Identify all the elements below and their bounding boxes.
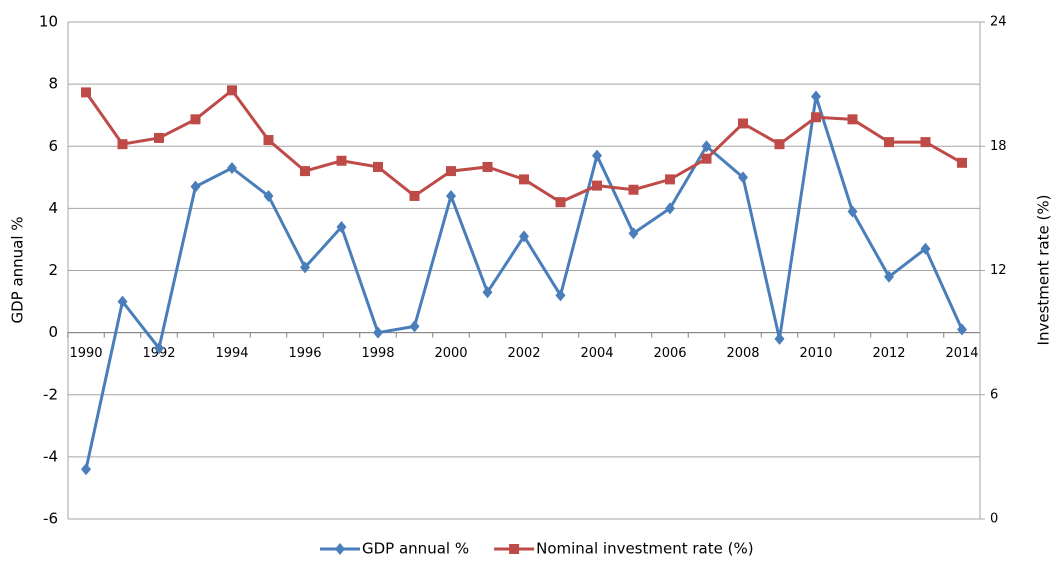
x-tick-label: 2012 [872, 346, 905, 361]
y-tick-label: -6 [43, 510, 58, 528]
data-point [227, 161, 237, 174]
data-point [373, 161, 383, 172]
data-point [263, 135, 274, 146]
data-point [409, 190, 420, 201]
x-tick-label: 1996 [288, 346, 321, 361]
data-point [190, 180, 201, 193]
data-point [774, 332, 785, 345]
data-point [117, 295, 128, 308]
data-point [555, 197, 566, 208]
data-point [555, 289, 566, 302]
data-point [628, 227, 639, 240]
data-point [81, 463, 91, 476]
legend-marker [509, 544, 520, 554]
data-point [227, 85, 237, 96]
data-point [701, 140, 712, 153]
y2-tick-label: 12 [990, 263, 1007, 278]
data-point [81, 87, 91, 98]
y-tick-label: -4 [43, 447, 58, 465]
legend-label: GDP annual % [362, 540, 469, 558]
x-tick-label: 2014 [945, 346, 978, 361]
y-tick-label: 2 [48, 261, 58, 279]
y2-tick-label: 6 [990, 387, 998, 402]
data-point [665, 202, 675, 215]
data-point [300, 261, 310, 274]
x-tick-label: 2000 [434, 346, 467, 361]
x-tick-label: 2006 [653, 346, 686, 361]
y2-axis-title: Investment rate (%) [1035, 195, 1053, 346]
data-point [811, 90, 821, 103]
x-tick-label: 1998 [361, 346, 394, 361]
series-line [84, 96, 964, 470]
data-point [519, 230, 529, 243]
data-point [920, 242, 931, 255]
y2-tick-label: 24 [990, 15, 1007, 30]
data-point [592, 180, 602, 191]
data-point [811, 112, 821, 123]
data-point [884, 270, 894, 283]
y-tick-label: 0 [48, 323, 58, 341]
data-point [336, 155, 347, 166]
data-point [336, 221, 347, 234]
legend-marker [335, 543, 345, 555]
data-point [409, 320, 420, 333]
data-point [592, 149, 602, 162]
data-point [482, 161, 493, 172]
y-tick-label: 10 [39, 13, 58, 31]
data-point [482, 286, 493, 299]
data-point [628, 184, 639, 195]
data-point [446, 166, 456, 177]
data-point [300, 166, 310, 177]
data-point [665, 174, 675, 185]
data-point [701, 153, 712, 164]
data-point [446, 189, 456, 202]
data-point [920, 137, 931, 148]
data-point [774, 139, 785, 150]
y-axis-title: GDP annual % [9, 216, 27, 323]
x-tick-label: 1990 [69, 346, 102, 361]
y2-tick-label: 18 [990, 139, 1007, 154]
x-tick-label: 2004 [580, 346, 613, 361]
x-tick-label: 2010 [799, 346, 832, 361]
y-tick-label: 8 [48, 75, 58, 93]
x-tick-label: 1994 [215, 346, 248, 361]
data-point [154, 342, 164, 355]
data-point [847, 114, 858, 125]
data-point [957, 157, 967, 168]
y-tick-label: 6 [48, 137, 58, 155]
y2-tick-label: 0 [990, 512, 998, 527]
data-point [738, 171, 748, 184]
data-point [373, 326, 383, 339]
y-tick-label: 4 [48, 199, 58, 217]
data-point [519, 174, 529, 185]
y-tick-label: -2 [43, 385, 58, 403]
data-point [957, 323, 967, 336]
data-point [117, 139, 128, 150]
x-tick-label: 2008 [726, 346, 759, 361]
data-point [847, 205, 858, 218]
data-point [738, 118, 748, 129]
x-tick-label: 2002 [507, 346, 540, 361]
data-point [190, 114, 201, 125]
data-point [884, 137, 894, 148]
legend-label: Nominal investment rate (%) [536, 540, 753, 558]
data-point [154, 132, 164, 143]
data-point [263, 189, 274, 202]
